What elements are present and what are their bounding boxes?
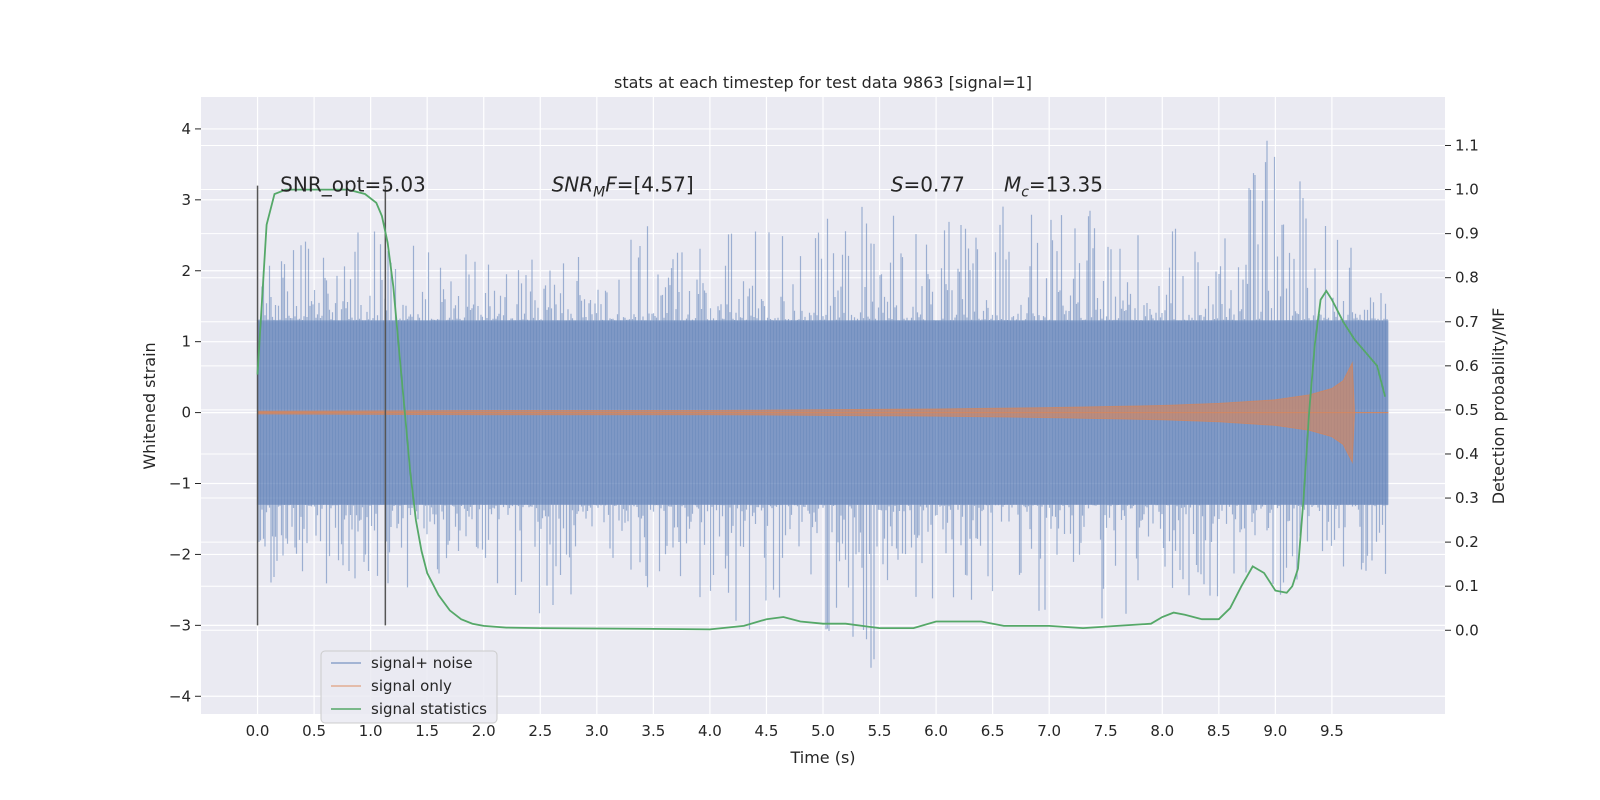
chart-title: stats at each timestep for test data 986… xyxy=(614,73,1032,92)
y-tick-label: 3 xyxy=(181,191,191,209)
x-tick-label: 0.0 xyxy=(246,722,270,740)
y-tick-label: −2 xyxy=(169,545,191,563)
x-tick-label: 5.5 xyxy=(868,722,892,740)
x-tick-label: 3.0 xyxy=(585,722,609,740)
x-tick-label: 4.5 xyxy=(755,722,779,740)
annotation-text: SNRMF=[4.57] xyxy=(552,172,694,200)
y-tick-label: 2 xyxy=(181,262,191,280)
x-tick-label: 8.5 xyxy=(1207,722,1231,740)
x-tick-label: 1.5 xyxy=(415,722,439,740)
y-tick-label: 1 xyxy=(181,333,191,351)
y2-tick-label: 0.3 xyxy=(1455,489,1479,507)
y2-tick-label: 0.6 xyxy=(1455,357,1479,375)
y-tick-label: 4 xyxy=(181,120,191,138)
y2-tick-label: 0.8 xyxy=(1455,269,1479,287)
x-tick-label: 2.0 xyxy=(472,722,496,740)
y2-tick-label: 1.1 xyxy=(1455,136,1479,154)
x-tick-label: 7.5 xyxy=(1094,722,1118,740)
y-tick-label: 0 xyxy=(181,404,191,422)
y-axis-label: Whitened strain xyxy=(140,342,159,469)
x-axis-label: Time (s) xyxy=(789,748,855,767)
x-tick-label: 2.5 xyxy=(528,722,552,740)
x-tick-label: 7.0 xyxy=(1037,722,1061,740)
y-tick-label: −1 xyxy=(169,475,191,493)
y2-tick-label: 1.0 xyxy=(1455,181,1479,199)
stats-series xyxy=(256,188,1386,631)
legend-label-signal: signal only xyxy=(371,677,452,695)
y2-axis-label: Detection probability/MF xyxy=(1489,308,1508,505)
annotation-text: Mc=13.35 xyxy=(1004,172,1103,200)
x-tick-label: 4.0 xyxy=(698,722,722,740)
legend-label-stats: signal statistics xyxy=(371,700,487,718)
y-tick-label: −3 xyxy=(169,616,191,634)
y2-tick-label: 0.9 xyxy=(1455,225,1479,243)
x-tick-label: 9.0 xyxy=(1263,722,1287,740)
y2-tick-label: 0.5 xyxy=(1455,401,1479,419)
signal-statistics-line xyxy=(256,188,1386,631)
x-tick-label: 1.0 xyxy=(359,722,383,740)
marker-lines xyxy=(256,185,387,626)
x-axis: 0.0 0.5 1.0 1.5 2.0 2.5 3.0 3.5 4.0 4.5 5.0 5.5 6.0 6… xyxy=(246,722,1344,740)
y2-tick-label: 0.2 xyxy=(1455,533,1479,551)
y2-tick-label: 0.7 xyxy=(1455,313,1479,331)
legend: signal+ noise signal only signal statist… xyxy=(320,650,498,724)
signal-series xyxy=(257,360,1389,465)
y-tick-label: −4 xyxy=(169,687,191,705)
legend-label-noise: signal+ noise xyxy=(371,654,473,672)
x-tick-label: 6.0 xyxy=(924,722,948,740)
x-tick-label: 0.5 xyxy=(302,722,326,740)
x-tick-label: 3.5 xyxy=(641,722,665,740)
y2-tick-label: 0.0 xyxy=(1455,621,1479,639)
y-axis-right: 0.0 0.1 0.2 0.3 0.4 0.5 0.6 0.7 0.8 0.9 1.0 1.1 xyxy=(1445,136,1479,639)
x-tick-label: 5.0 xyxy=(811,722,835,740)
y-axis-left: −4 −3 −2 −1 0 1 2 3 4 xyxy=(169,120,201,705)
legend-box xyxy=(320,650,498,724)
x-tick-label: 9.5 xyxy=(1320,722,1344,740)
x-tick-label: 8.0 xyxy=(1150,722,1174,740)
y2-tick-label: 0.1 xyxy=(1455,577,1479,595)
annotation-text: SNR_opt=5.03 xyxy=(280,172,426,196)
annotation-text: S=0.77 xyxy=(891,172,965,196)
annotations: SNR_opt=5.03 SNRMF=[4.57] S=0.77 Mc=13.35 xyxy=(280,172,1103,200)
y2-tick-label: 0.4 xyxy=(1455,445,1479,463)
x-tick-label: 6.5 xyxy=(981,722,1005,740)
